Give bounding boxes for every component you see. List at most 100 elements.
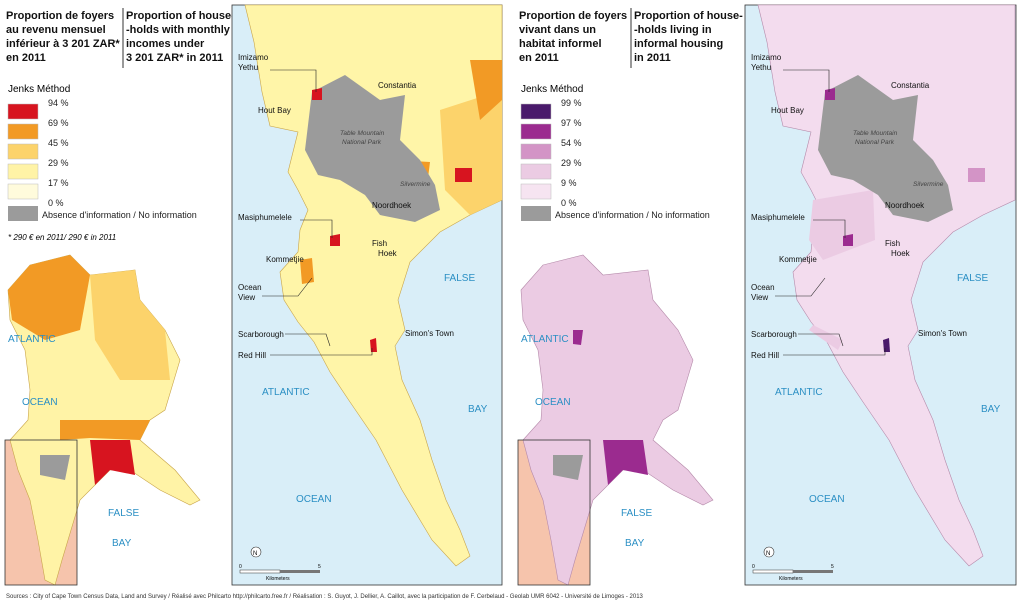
left-title-en-2: -holds with monthly (126, 24, 231, 36)
right-sea-label-atlantic: ATLANTIC (521, 334, 569, 345)
place-label-imizamo: Yethu (751, 63, 771, 72)
left-legend-swatch (7, 143, 39, 160)
park-label: Table Mountain (853, 130, 898, 137)
right-title-fr-4: en 2011 (519, 52, 559, 64)
sea-label-bay: BAY (468, 404, 488, 415)
leader-line (285, 333, 331, 347)
silvermine-label: Silvermine (400, 181, 431, 188)
left-legend-swatch (7, 103, 39, 120)
right-no-info-label: Absence d'information / No information (555, 210, 710, 220)
leader-line (783, 69, 830, 92)
place-label-fish-hoek: Hoek (378, 249, 398, 258)
place-label-red-hill: Red Hill (238, 351, 266, 360)
left-detail-map (231, 4, 503, 586)
north-arrow-icon (250, 546, 262, 558)
right-title-fr-1: Proportion de foyers (519, 10, 627, 22)
scale-unit: Kilometers (779, 576, 803, 582)
place-label-fish-hoek: Hoek (891, 249, 911, 258)
leader-line (300, 219, 333, 238)
place-label-imizamo: Imizamo (751, 53, 782, 62)
scale-bar (793, 570, 833, 573)
sea-label-bay: BAY (981, 404, 1001, 415)
place-label-ocean-view: View (751, 293, 768, 302)
sea-label-ocean: OCEAN (809, 494, 845, 505)
leader-line (262, 277, 313, 297)
place-label-red-hill: Red Hill (751, 351, 779, 360)
place-label-constantia: Constantia (378, 81, 417, 90)
north-arrow-icon (763, 546, 775, 558)
right-overview-map: ATLANTIC OCEAN FALSE BAY (517, 254, 714, 586)
right-title-fr-3: habitat informel (519, 38, 602, 50)
leader-line (783, 348, 886, 356)
place-label-fish-hoek: Fish (885, 239, 900, 248)
left-title-fr-4: en 2011 (6, 52, 46, 64)
left-title-fr-1: Proportion de foyers (6, 10, 114, 22)
place-label-fish-hoek: Fish (372, 239, 387, 248)
leader-line (270, 69, 317, 92)
leader-line (270, 348, 373, 356)
sea-label-false: FALSE (444, 273, 475, 284)
right-legend: Proportion de foyers vivant dans un habi… (519, 8, 743, 221)
right-legend-break: 99 % (561, 98, 582, 108)
place-label-scarborough: Scarborough (238, 330, 284, 339)
left-overview-map: ATLANTIC OCEAN FALSE BAY (4, 254, 201, 586)
right-sea-label-ocean: OCEAN (535, 397, 571, 408)
place-label-kommetjie: Kommetjie (266, 255, 304, 264)
sea-label-false: FALSE (957, 273, 988, 284)
right-title-en-2: -holds living in (634, 24, 712, 36)
place-label-masiphumelele: Masiphumelele (238, 213, 292, 222)
scale-unit: Kilometers (266, 576, 290, 582)
place-label-kommetjie: Kommetjie (779, 255, 817, 264)
scale-bar (239, 569, 281, 574)
right-no-info-swatch (521, 206, 551, 221)
right-title-en-3: informal housing (634, 38, 723, 50)
left-footnote: * 290 € en 2011/ 290 € in 2011 (8, 233, 116, 242)
left-legend-break: 45 % (48, 138, 69, 148)
right-legend-break: 29 % (561, 158, 582, 168)
right-legend-break: 54 % (561, 138, 582, 148)
park-label: National Park (855, 139, 895, 146)
sources-footer: Sources : City of Cape Town Census Data,… (6, 594, 644, 600)
left-legend-title: Jenks Méthod (8, 84, 70, 95)
place-label-hout-bay: Hout Bay (258, 106, 291, 115)
left-legend-break: 94 % (48, 98, 69, 108)
sea-label-atlantic: ATLANTIC (262, 387, 310, 398)
sea-label-ocean: OCEAN (296, 494, 332, 505)
left-legend: Proportion de foyers au revenu mensuel i… (6, 8, 235, 242)
left-legend-break: 29 % (48, 158, 69, 168)
park-label: Table Mountain (340, 130, 385, 137)
left-no-info-label: Absence d'information / No information (42, 210, 197, 220)
place-label-constantia: Constantia (891, 81, 930, 90)
right-legend-swatch (520, 103, 552, 120)
sea-label-false: FALSE (108, 508, 139, 519)
right-sea-label-bay: BAY (625, 538, 645, 549)
left-title-en-1: Proportion of house- (126, 10, 235, 22)
scale-five: 5 (318, 564, 321, 570)
right-legend-title: Jenks Méthod (521, 84, 583, 95)
left-legend-swatch (7, 123, 39, 140)
left-title-en-3: incomes under (126, 38, 205, 50)
left-legend-break: 17 % (48, 178, 69, 188)
place-label-ocean-view: Ocean (238, 283, 262, 292)
place-label-imizamo: Imizamo (238, 53, 269, 62)
place-label-simons-town: Simon's Town (918, 329, 967, 338)
park-label: National Park (342, 139, 382, 146)
right-sea-label-false: FALSE (621, 508, 652, 519)
north-label: N (766, 551, 770, 557)
place-label-simons-town: Simon's Town (405, 329, 454, 338)
place-label-ocean-view: View (238, 293, 255, 302)
place-label-scarborough: Scarborough (751, 330, 797, 339)
sea-label-atlantic: ATLANTIC (775, 387, 823, 398)
left-legend-swatch (7, 163, 39, 180)
place-label-ocean-view: Ocean (751, 283, 775, 292)
leader-line (798, 333, 844, 347)
north-label: N (253, 551, 257, 557)
scale-zero: 0 (752, 564, 755, 570)
leader-line (775, 277, 826, 297)
right-legend-break: 9 % (561, 178, 577, 188)
left-title-fr-3: inférieur à 3 201 ZAR* (6, 38, 120, 50)
